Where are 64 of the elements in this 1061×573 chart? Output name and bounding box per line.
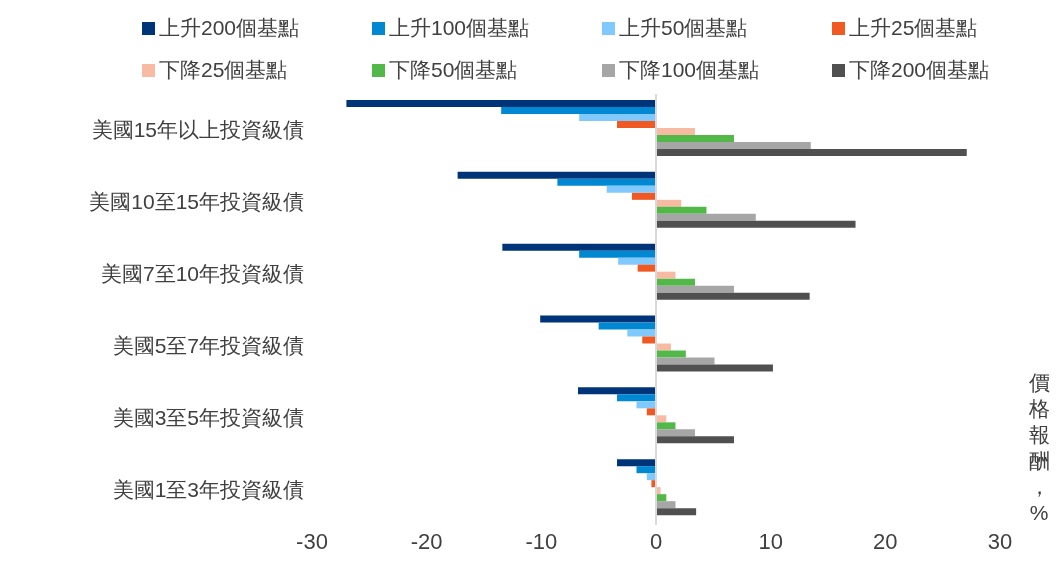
legend-label: 上升25個基點 xyxy=(849,15,978,41)
legend-label: 上升200個基點 xyxy=(159,15,300,41)
y-tick-label: 美國15年以上投資級債 xyxy=(91,118,304,142)
x-tick-label: 30 xyxy=(987,528,1013,554)
bar xyxy=(656,128,695,135)
bar xyxy=(656,436,734,444)
legend-label: 下降100個基點 xyxy=(619,57,760,83)
bar xyxy=(656,343,671,351)
bar xyxy=(656,206,707,214)
bar xyxy=(656,213,756,221)
legend-label: 下降50個基點 xyxy=(389,57,518,83)
legend-label: 上升100個基點 xyxy=(389,15,530,41)
bar xyxy=(656,292,810,300)
x-axis-title: 價格報酬，% xyxy=(1025,370,1053,526)
bar xyxy=(606,185,656,193)
y-tick-label: 美國7至10年投資級債 xyxy=(100,262,304,286)
bar xyxy=(502,243,656,251)
x-tick-label: -20 xyxy=(410,528,443,554)
bar xyxy=(656,135,734,142)
bar xyxy=(557,178,656,186)
bar xyxy=(627,329,656,337)
bar xyxy=(617,459,656,467)
bar xyxy=(540,315,656,323)
legend-label: 下降25個基點 xyxy=(159,57,288,83)
x-tick-label: -10 xyxy=(525,528,558,554)
x-tick-label: 0 xyxy=(649,528,663,554)
bar xyxy=(578,387,656,395)
bar xyxy=(656,278,695,286)
bar xyxy=(656,422,676,430)
x-tick-label: 20 xyxy=(873,528,898,554)
x-tick-label: 10 xyxy=(758,528,783,554)
bar xyxy=(631,192,656,200)
bar xyxy=(656,149,967,156)
bar xyxy=(637,264,656,272)
legend-label: 上升50個基點 xyxy=(619,15,748,41)
bar xyxy=(656,357,715,365)
bar xyxy=(642,336,656,344)
bar xyxy=(636,401,656,409)
bar xyxy=(617,121,656,128)
bar xyxy=(579,250,656,258)
bar xyxy=(636,466,656,474)
y-tick-label: 美國3至5年投資級債 xyxy=(112,405,304,429)
x-tick-label: -30 xyxy=(296,528,328,554)
bar xyxy=(346,100,656,107)
y-tick-label: 美國5至7年投資級債 xyxy=(112,333,304,357)
bar xyxy=(656,285,734,293)
bar xyxy=(598,322,656,330)
bar xyxy=(457,171,656,179)
bar xyxy=(656,199,682,207)
y-tick-label: 美國1至3年投資級債 xyxy=(112,477,304,501)
bar xyxy=(656,429,695,437)
y-tick-label: 美國10至15年投資級債 xyxy=(89,190,304,214)
legend-label: 下降200個基點 xyxy=(849,57,990,83)
bar xyxy=(656,271,676,279)
bar xyxy=(656,501,676,509)
bar xyxy=(617,394,656,402)
bar xyxy=(656,142,811,149)
bar xyxy=(656,220,856,228)
bar xyxy=(501,107,656,114)
bar xyxy=(618,257,656,265)
bar xyxy=(656,350,686,358)
bar xyxy=(656,508,697,516)
bar xyxy=(656,364,773,372)
bar xyxy=(579,114,656,121)
